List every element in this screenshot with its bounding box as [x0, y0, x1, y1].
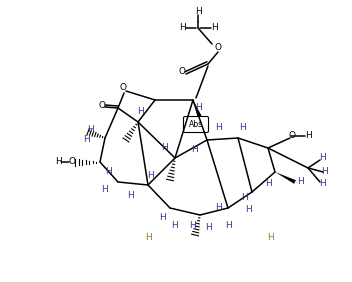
Text: O: O — [99, 102, 106, 111]
Text: O: O — [178, 67, 186, 76]
Text: O: O — [119, 83, 126, 91]
Text: Abs: Abs — [189, 120, 203, 129]
Text: H: H — [162, 144, 168, 153]
Text: H: H — [225, 221, 231, 230]
Text: H: H — [304, 131, 312, 140]
Text: H: H — [265, 179, 271, 188]
Polygon shape — [193, 100, 203, 121]
Text: H: H — [239, 124, 245, 133]
Text: H: H — [205, 224, 211, 232]
Text: H: H — [195, 103, 201, 113]
Text: H: H — [297, 177, 303, 186]
Text: H: H — [322, 168, 328, 177]
Text: H: H — [159, 213, 165, 222]
Text: H: H — [215, 204, 221, 213]
Text: H: H — [147, 171, 153, 180]
Text: H: H — [178, 23, 186, 32]
Text: H: H — [319, 153, 325, 162]
Text: H: H — [145, 233, 151, 243]
Text: H: H — [215, 124, 221, 133]
Text: H: H — [319, 179, 325, 188]
Text: H: H — [245, 206, 251, 215]
Text: H: H — [189, 221, 195, 230]
Polygon shape — [275, 172, 296, 184]
Text: O: O — [214, 43, 221, 52]
Text: H: H — [210, 23, 218, 32]
Text: H: H — [191, 146, 199, 155]
Text: H: H — [55, 158, 61, 166]
FancyBboxPatch shape — [183, 116, 208, 133]
Text: H: H — [105, 168, 111, 177]
Text: H: H — [84, 135, 90, 144]
Text: H: H — [195, 8, 201, 17]
Text: H: H — [266, 233, 274, 243]
Text: O: O — [289, 131, 295, 140]
Text: H: H — [127, 191, 133, 199]
Text: O: O — [69, 158, 75, 166]
Text: H: H — [102, 186, 108, 195]
Text: H: H — [241, 193, 249, 202]
Text: H: H — [87, 125, 93, 135]
Text: H: H — [172, 221, 178, 230]
Text: H: H — [137, 107, 143, 116]
